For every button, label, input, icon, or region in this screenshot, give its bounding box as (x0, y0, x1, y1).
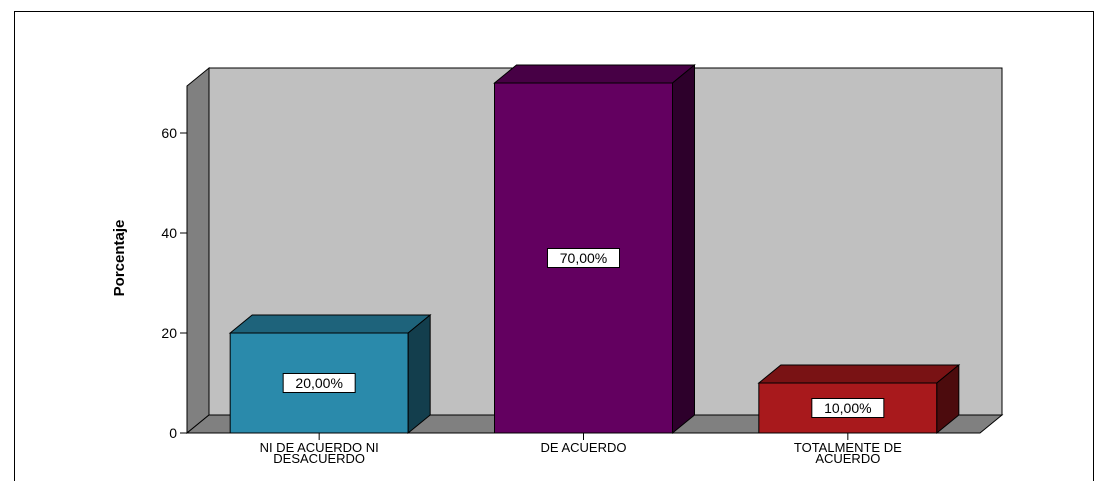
x-tick-label: TOTALMENTE DE ACUERDO (794, 440, 902, 466)
bar-group: 70,00% (493, 63, 696, 435)
y-tick-label: 20 (161, 325, 177, 341)
data-label: 20,00% (295, 375, 342, 391)
y-tick-label: 0 (169, 425, 177, 441)
data-label: 10,00% (824, 400, 871, 416)
x-tick-label-line: ACUERDO (815, 451, 880, 466)
x-tick-label: DE ACUERDO (541, 440, 627, 455)
x-tick-label-line: DE ACUERDO (541, 440, 627, 455)
x-tick-label-line: TOTALMENTE DE (794, 440, 902, 455)
bar-top (228, 314, 432, 334)
data-label: 70,00% (560, 250, 607, 266)
y-axis-label: Porcentaje (111, 220, 128, 297)
y-tick-label: 40 (161, 225, 177, 241)
side-wall (186, 66, 210, 435)
y-tick-label: 60 (161, 125, 177, 141)
data-label-box (547, 248, 620, 268)
data-label-box (282, 373, 356, 393)
x-tick-label-line: DESACUERDO (273, 451, 365, 466)
bar-group: 20,00% (228, 313, 432, 435)
bar-side (672, 63, 695, 435)
bar-group: 10,00% (757, 363, 961, 435)
x-tick-label-line: NI DE ACUERDO NI (260, 440, 379, 455)
bar-top (757, 364, 961, 384)
data-label-box (811, 398, 885, 418)
bar-side (407, 313, 431, 435)
bar-top (493, 64, 696, 84)
bar-side (936, 363, 960, 435)
x-tick-label: NI DE ACUERDO NI DESACUERDO (260, 440, 379, 466)
